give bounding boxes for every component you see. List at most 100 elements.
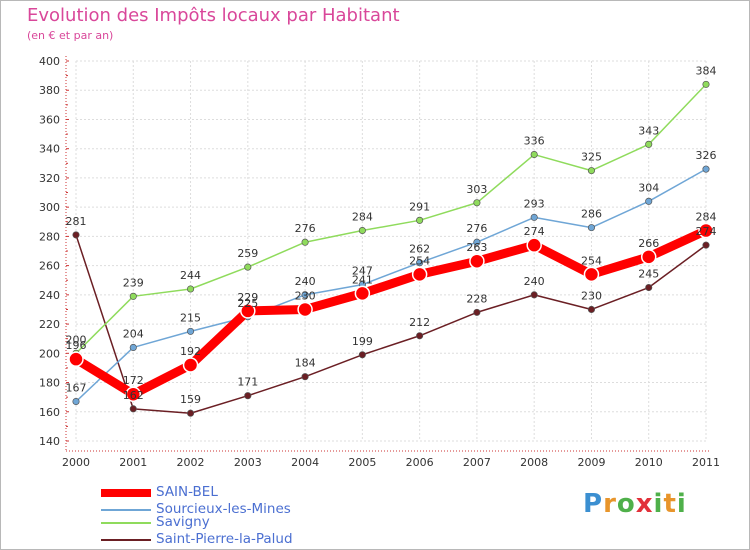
data-point-savigny <box>244 263 252 271</box>
data-point-sain-bel <box>240 303 256 319</box>
data-label-sourcieux-les-mines: 225 <box>237 297 258 310</box>
data-label-savigny: 343 <box>638 124 659 137</box>
y-tick-label: 340 <box>39 143 60 156</box>
y-tick-label: 300 <box>39 201 60 214</box>
data-point-saint-pierre-la-palud <box>702 241 710 249</box>
data-point-sourcieux-les-mines <box>473 238 481 246</box>
proxiti-logo: Proxiti <box>583 489 687 519</box>
data-point-sain-bel <box>526 237 542 253</box>
series-line-saint-pierre-la-palud <box>75 234 707 414</box>
data-label-saint-pierre-la-palud: 240 <box>524 275 545 288</box>
logo-letter: i <box>653 489 664 519</box>
data-label-sourcieux-les-mines: 262 <box>409 243 430 256</box>
data-label-sain-bel: 266 <box>638 237 659 250</box>
data-point-savigny <box>358 226 366 235</box>
chart-title: Evolution des Impôts locaux par Habitant <box>27 5 400 26</box>
data-point-sain-bel <box>411 266 428 283</box>
legend-label-saint-pierre: Saint-Pierre-la-Palud <box>156 531 293 547</box>
data-label-sourcieux-les-mines: 304 <box>638 181 659 194</box>
data-point-saint-pierre-la-palud <box>645 283 653 292</box>
data-label-sain-bel: 284 <box>696 211 717 224</box>
data-label-savigny: 303 <box>466 183 487 196</box>
y-tick-label: 260 <box>39 260 60 273</box>
data-label-sain-bel: 229 <box>237 291 258 304</box>
data-label-sain-bel: 254 <box>581 254 602 267</box>
data-label-savigny: 384 <box>696 64 717 77</box>
data-label-saint-pierre-la-palud: 171 <box>237 376 258 389</box>
legend-label-sain-bel: SAIN-BEL <box>156 484 218 500</box>
y-tick-label: 160 <box>39 406 60 419</box>
data-label-sourcieux-les-mines: 247 <box>352 265 373 278</box>
data-label-sain-bel: 230 <box>295 289 316 302</box>
data-label-saint-pierre-la-palud: 159 <box>180 393 201 406</box>
legend-swatch-saint-pierre <box>101 539 151 541</box>
x-tick-label: 2002 <box>177 456 205 469</box>
x-tick-label: 2000 <box>62 456 90 469</box>
data-point-savigny <box>702 80 710 88</box>
data-point-sain-bel <box>469 253 485 269</box>
data-point-savigny <box>473 199 481 207</box>
data-label-sain-bel: 192 <box>180 345 201 358</box>
data-point-saint-pierre-la-palud <box>416 332 424 340</box>
y-tick-label: 320 <box>39 172 60 185</box>
data-point-saint-pierre-la-palud <box>530 291 538 299</box>
legend-swatch-sain-bel <box>101 489 151 497</box>
y-tick-label: 360 <box>39 113 60 126</box>
data-point-saint-pierre-la-palud <box>72 231 80 239</box>
legend-swatch-savigny <box>101 522 151 524</box>
data-point-saint-pierre-la-palud <box>358 351 366 359</box>
data-point-sourcieux-les-mines <box>72 397 80 406</box>
data-label-saint-pierre-la-palud: 162 <box>123 389 144 402</box>
data-label-savigny: 325 <box>581 151 602 164</box>
y-tick-label: 240 <box>39 289 60 302</box>
data-point-sourcieux-les-mines <box>702 165 710 173</box>
data-point-savigny <box>129 292 137 300</box>
data-label-sourcieux-les-mines: 215 <box>180 311 201 324</box>
data-label-sourcieux-les-mines: 286 <box>581 208 602 221</box>
data-label-saint-pierre-la-palud: 245 <box>638 268 659 281</box>
data-point-sain-bel <box>583 266 600 283</box>
data-point-savigny <box>186 285 195 293</box>
y-tick-label: 380 <box>39 84 60 97</box>
logo-letter: r <box>603 489 617 519</box>
data-point-sain-bel <box>68 351 84 367</box>
x-tick-label: 2010 <box>635 456 663 469</box>
data-point-sourcieux-les-mines <box>530 213 538 221</box>
data-point-saint-pierre-la-palud <box>186 409 195 417</box>
data-label-saint-pierre-la-palud: 228 <box>466 292 487 305</box>
logo-letter: o <box>616 489 636 519</box>
series-line-sourcieux-les-mines <box>75 168 707 403</box>
x-tick-label: 2006 <box>406 456 434 469</box>
data-label-sourcieux-les-mines: 204 <box>123 327 144 340</box>
data-point-sourcieux-les-mines <box>645 197 653 205</box>
data-label-savigny: 244 <box>180 269 201 282</box>
data-label-sourcieux-les-mines: 326 <box>696 149 717 162</box>
data-point-saint-pierre-la-palud <box>244 392 252 400</box>
legend-swatch-sourcieux <box>101 509 151 511</box>
data-label-savigny: 200 <box>66 333 87 346</box>
logo-letter: x <box>635 489 654 519</box>
data-label-savigny: 259 <box>237 247 258 260</box>
data-point-sain-bel <box>698 222 714 239</box>
x-tick-label: 2001 <box>119 456 147 469</box>
data-point-sain-bel <box>182 357 199 373</box>
data-label-saint-pierre-la-palud: 184 <box>295 357 316 370</box>
data-point-savigny <box>530 150 538 159</box>
data-point-saint-pierre-la-palud <box>301 373 309 381</box>
data-label-savigny: 336 <box>524 135 545 148</box>
data-label-saint-pierre-la-palud: 230 <box>581 289 602 302</box>
data-label-sourcieux-les-mines: 167 <box>66 382 87 395</box>
data-point-sourcieux-les-mines <box>186 327 195 335</box>
series-lines <box>68 80 714 417</box>
data-label-savigny: 291 <box>409 200 430 213</box>
x-tick-label: 2004 <box>291 456 319 469</box>
logo-letter: P <box>583 489 604 519</box>
data-label-sain-bel: 196 <box>66 339 87 352</box>
data-point-sain-bel <box>354 285 371 302</box>
data-point-sourcieux-les-mines <box>416 259 424 267</box>
legend-label-sourcieux: Sourcieux-les-Mines <box>156 501 291 517</box>
data-label-sourcieux-les-mines: 293 <box>524 197 545 210</box>
